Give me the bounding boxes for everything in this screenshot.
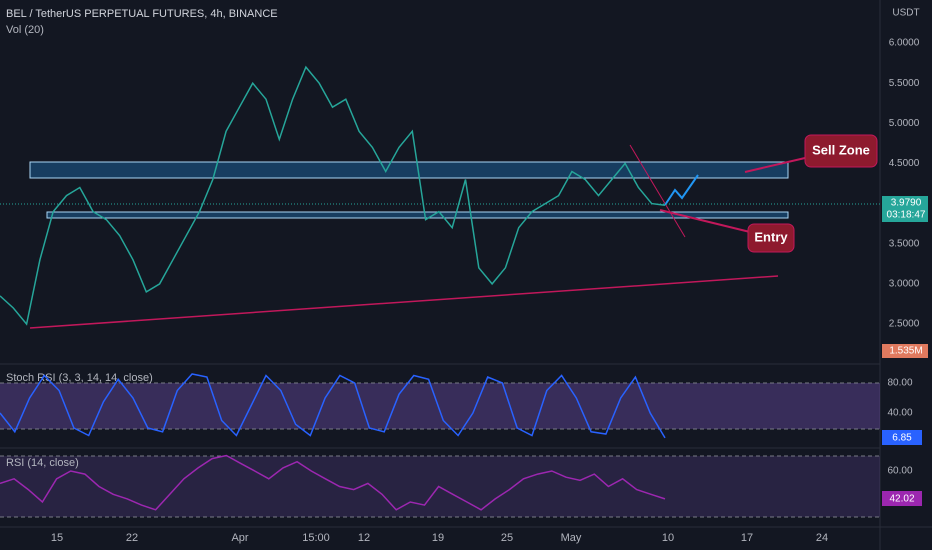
price-tick: 3.0000 xyxy=(889,279,920,290)
time-tick: 10 xyxy=(662,532,674,544)
currency: USDT xyxy=(892,8,919,19)
rsi-last: 42.02 xyxy=(889,494,914,505)
stoch-tag xyxy=(882,430,922,445)
entry-zone xyxy=(46,211,789,219)
stoch-line xyxy=(0,373,666,439)
last-price-tag xyxy=(882,196,928,222)
projection xyxy=(664,174,699,206)
time-tick: Apr xyxy=(231,532,248,544)
stoch-tick: 80.00 xyxy=(887,378,912,389)
price-tick: 6.0000 xyxy=(889,38,920,49)
price-tick: 2.5000 xyxy=(889,319,920,330)
time-tick: 22 xyxy=(126,532,138,544)
entry-callout xyxy=(747,223,795,253)
sell-label: Sell Zone xyxy=(812,142,870,157)
trendline xyxy=(29,275,779,329)
rsi-line xyxy=(0,454,666,511)
wedge-line xyxy=(629,144,686,238)
sell-callout xyxy=(804,134,878,168)
stoch-last: 6.85 xyxy=(892,433,912,444)
countdown: 03:18:47 xyxy=(887,210,926,221)
price-tick: 3.5000 xyxy=(889,238,920,249)
sell-zone xyxy=(29,161,789,179)
last-price: 3.9790 xyxy=(891,198,922,209)
time-tick: 17 xyxy=(741,532,753,544)
volume-title: Vol (20) xyxy=(6,24,44,36)
time-tick: 19 xyxy=(432,532,444,544)
stoch-band xyxy=(0,383,880,429)
volume-value: 1.535M xyxy=(889,346,922,357)
sell-arrow xyxy=(744,157,806,173)
time-tick: 15:00 xyxy=(302,532,330,544)
time-tick: 25 xyxy=(501,532,513,544)
rsi-tick: 60.00 xyxy=(887,466,912,477)
stoch-title: Stoch RSI (3, 3, 14, 14, close) xyxy=(6,372,153,384)
volume-tag xyxy=(882,344,928,358)
price-line xyxy=(0,65,666,326)
price-tick: 5.5000 xyxy=(889,78,920,89)
time-tick: May xyxy=(561,532,582,544)
rsi-tag xyxy=(882,491,922,506)
price-tick: 5.0000 xyxy=(889,118,920,129)
entry-arrow xyxy=(659,209,751,233)
symbol-title: BEL / TetherUS PERPETUAL FUTURES, 4h, BI… xyxy=(6,8,278,20)
stoch-tick: 40.00 xyxy=(887,408,912,419)
price-tick: 4.5000 xyxy=(889,158,920,169)
entry-label: Entry xyxy=(754,229,788,244)
rsi-title: RSI (14, close) xyxy=(6,457,79,469)
time-tick: 15 xyxy=(51,532,63,544)
time-tick: 12 xyxy=(358,532,370,544)
time-tick: 24 xyxy=(816,532,828,544)
